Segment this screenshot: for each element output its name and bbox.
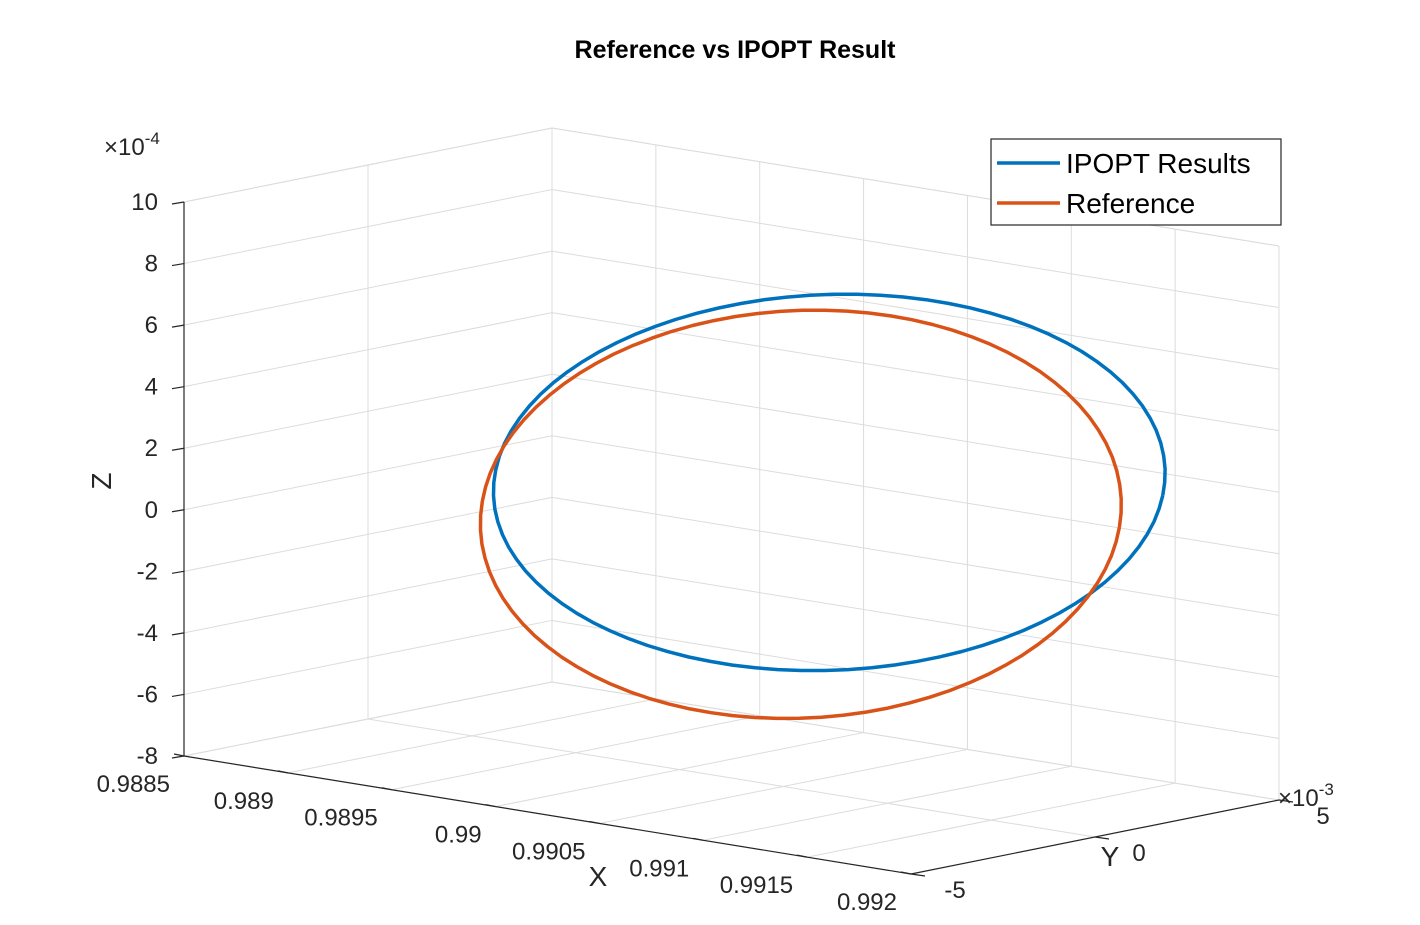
gridline [183, 496, 553, 572]
y-tick-mark [1094, 836, 1110, 840]
legend-label-ipopt: IPOPT Results [1066, 148, 1251, 179]
z-tick-label: 8 [145, 251, 158, 278]
z-tick-label: -4 [137, 620, 158, 647]
svg-text:×10-4: ×10-4 [104, 129, 160, 161]
grid-layer [183, 127, 1280, 875]
z-tick-label: 10 [131, 189, 158, 216]
gridline [183, 189, 553, 265]
gridline [551, 312, 1280, 432]
x-tick-label: 0.9895 [304, 805, 377, 832]
y-tick-label: -5 [944, 877, 965, 904]
gridline [551, 435, 1280, 555]
x-axis-line [183, 755, 912, 875]
x-tick-label: 0.9905 [512, 838, 585, 865]
x-tick-label: 0.99 [435, 822, 482, 849]
series-line-0 [491, 292, 1167, 673]
chart-title: Reference vs IPOPT Result [575, 36, 897, 64]
z-tick-label: -2 [137, 558, 158, 585]
z-axis-label: Z [86, 472, 117, 489]
z-tick-label: 0 [145, 497, 158, 524]
legend-box [990, 138, 1282, 226]
x-tick-label: 0.992 [837, 889, 897, 916]
gridline [183, 250, 553, 326]
legend: IPOPT Results Reference [990, 138, 1282, 226]
z-tick-mark [171, 570, 185, 574]
x-tick-label: 0.9915 [720, 872, 793, 899]
x-tick-mark [173, 753, 185, 757]
z-exponent-value: -4 [145, 129, 160, 148]
gridline [551, 496, 1280, 616]
z-tick-label: -8 [137, 743, 158, 770]
gridline [551, 250, 1280, 370]
legend-label-reference: Reference [1066, 188, 1195, 219]
gridline [551, 619, 1280, 739]
gridline [183, 373, 553, 449]
gridline [183, 312, 553, 388]
gridline [367, 718, 1096, 838]
y-tick-mark [910, 873, 926, 877]
series-line-1 [478, 308, 1123, 721]
gridline [183, 619, 553, 695]
axes-layer: -8 -6 -4 -2 0 2 4 6 8 10 0.9885 0.989 0.9895 0.99 0.99… [97, 189, 1330, 916]
box-edge [551, 127, 1280, 247]
x-tick-mark [797, 854, 808, 858]
z-tick-mark [171, 386, 185, 390]
box-edge [183, 127, 553, 203]
gridline [551, 558, 1280, 678]
z-tick-label: 2 [145, 435, 158, 462]
z-tick-label: 4 [145, 374, 158, 401]
x-tick-mark [589, 820, 600, 825]
y-exponent-value: -3 [1319, 780, 1334, 799]
z-tick-mark [171, 632, 185, 636]
x-tick-label: 0.989 [214, 788, 274, 815]
gridline [551, 373, 1280, 493]
x-tick-mark [693, 837, 704, 841]
x-tick-mark [485, 803, 496, 808]
x-tick-mark [381, 787, 392, 791]
z-tick-mark [171, 509, 185, 513]
z-tick-mark [171, 262, 185, 267]
y-axis-label: Y [1101, 841, 1120, 872]
y-tick-label: 0 [1132, 840, 1145, 867]
z-tick-mark [171, 693, 185, 698]
z-tick-mark [171, 755, 185, 759]
z-tick-label: 6 [145, 312, 158, 339]
z-tick-mark [171, 447, 185, 451]
z-tick-label: -6 [137, 681, 158, 708]
x-tick-mark [900, 871, 912, 875]
x-tick-mark [277, 770, 288, 774]
x-axis-label: X [589, 861, 608, 892]
x-tick-label: 0.991 [629, 855, 689, 882]
z-axis-exponent: ×10-4 [104, 129, 160, 161]
y-tick-mark [1278, 799, 1294, 803]
series-layer [478, 292, 1167, 721]
gridline [183, 435, 553, 511]
x-tick-label: 0.9885 [97, 771, 170, 798]
gridline [551, 681, 1280, 801]
z-tick-mark [171, 201, 185, 205]
y-tick-label: 5 [1316, 803, 1329, 830]
gridline [551, 189, 1280, 309]
z-tick-mark [171, 324, 185, 328]
